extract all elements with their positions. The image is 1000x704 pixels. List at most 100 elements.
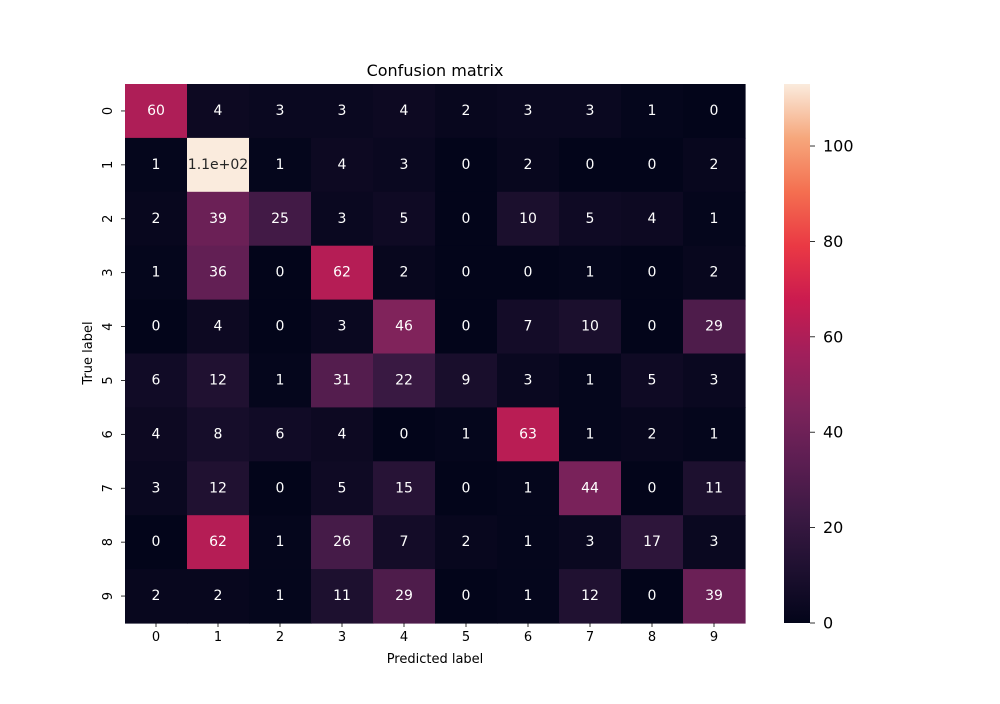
heatmap-cell [621, 407, 684, 462]
heatmap-cell [683, 407, 746, 462]
cell-annotation: 3 [710, 534, 719, 550]
heatmap-cell [559, 191, 622, 247]
heatmap-cell [559, 407, 622, 462]
heatmap-cell [249, 191, 312, 247]
heatmap-cell [497, 407, 560, 462]
heatmap-cell [559, 245, 622, 301]
cell-annotation: 1.1e+02 [188, 157, 248, 173]
heatmap-cell [249, 461, 312, 516]
cell-annotation: 7 [400, 534, 409, 550]
heatmap-cell [373, 191, 436, 247]
cell-annotation: 0 [648, 319, 657, 335]
cell-annotation: 0 [276, 480, 285, 496]
cell-annotation: 1 [648, 103, 657, 119]
cell-annotation: 3 [152, 480, 161, 496]
heatmap-cell [621, 353, 684, 408]
heatmap-cell [249, 353, 312, 408]
x-tick-label: 2 [276, 630, 284, 645]
cell-annotation: 29 [705, 319, 723, 335]
cell-annotation: 2 [710, 157, 719, 173]
heatmap-cell [187, 137, 250, 193]
heatmap-cell [683, 461, 746, 516]
cell-annotation: 4 [214, 319, 223, 335]
cell-annotation: 63 [519, 426, 537, 442]
heatmap-cell [249, 137, 312, 193]
heatmap-cell [373, 407, 436, 462]
heatmap-cell [249, 245, 312, 301]
heatmap-cell [249, 407, 312, 462]
y-tick-label: 4 [101, 322, 116, 330]
cell-annotation: 1 [276, 588, 285, 604]
heatmap-cell [621, 461, 684, 516]
cell-annotation: 36 [209, 265, 227, 281]
cell-annotation: 2 [462, 103, 471, 119]
cell-annotation: 26 [333, 534, 351, 550]
heatmap-cell [125, 407, 188, 462]
x-tick-label: 0 [152, 630, 160, 645]
heatmap-cell [125, 137, 188, 193]
cell-annotation: 44 [581, 480, 599, 496]
heatmap-cell [621, 191, 684, 247]
cell-annotation: 2 [710, 265, 719, 281]
colorbar-tick-label: 60 [823, 327, 843, 346]
x-tick-label: 1 [214, 630, 222, 645]
heatmap-cell [559, 569, 622, 624]
heatmap-cell [249, 299, 312, 355]
cell-annotation: 2 [648, 426, 657, 442]
cell-annotation: 11 [705, 480, 723, 496]
cell-annotation: 0 [152, 319, 161, 335]
heatmap-cell [373, 137, 436, 193]
heatmap-cell [373, 515, 436, 570]
heatmap-cell [497, 245, 560, 301]
cell-annotation: 17 [643, 534, 661, 550]
heatmap-cell [683, 245, 746, 301]
heatmap-cell [683, 515, 746, 570]
cell-annotation: 3 [586, 534, 595, 550]
y-tick-label: 5 [101, 376, 116, 384]
cell-annotation: 46 [395, 319, 413, 335]
heatmap-cell [683, 84, 746, 139]
heatmap-cell [125, 84, 188, 139]
cell-annotation: 15 [395, 480, 413, 496]
cell-annotation: 3 [338, 103, 347, 119]
cell-annotation: 1 [586, 426, 595, 442]
heatmap-cell [125, 299, 188, 355]
cell-annotation: 5 [338, 480, 347, 496]
cell-annotation: 29 [395, 588, 413, 604]
cell-annotation: 39 [705, 588, 723, 604]
cell-annotation: 4 [338, 157, 347, 173]
heatmap-cell [311, 84, 374, 139]
heatmap-cell [311, 569, 374, 624]
heatmap-cell [559, 84, 622, 139]
cell-annotation: 0 [648, 157, 657, 173]
heatmap-cell [249, 569, 312, 624]
heatmap-cell [187, 84, 250, 139]
heatmap-cell [683, 299, 746, 355]
heatmap-cell [311, 353, 374, 408]
heatmap-cell [621, 299, 684, 355]
cell-annotation: 4 [400, 103, 409, 119]
cell-annotation: 9 [462, 372, 471, 388]
chart-title: Confusion matrix [367, 61, 504, 80]
heatmap-cell [559, 353, 622, 408]
cell-annotation: 0 [462, 480, 471, 496]
cell-annotation: 0 [276, 265, 285, 281]
heatmap-cell [497, 515, 560, 570]
heatmap-cell [435, 353, 498, 408]
cell-annotation: 62 [333, 265, 351, 281]
colorbar-tick-label: 80 [823, 232, 843, 251]
cell-annotation: 0 [586, 157, 595, 173]
cell-annotation: 12 [209, 480, 227, 496]
heatmap-cell [497, 84, 560, 139]
cell-annotation: 3 [586, 103, 595, 119]
heatmap-cell [683, 191, 746, 247]
cell-annotation: 3 [276, 103, 285, 119]
heatmap-cell [683, 353, 746, 408]
heatmap-cell [187, 461, 250, 516]
cell-annotation: 2 [152, 211, 161, 227]
cell-annotation: 1 [276, 534, 285, 550]
heatmap-cell [497, 299, 560, 355]
cell-annotation: 0 [462, 157, 471, 173]
heatmap-cell [621, 569, 684, 624]
